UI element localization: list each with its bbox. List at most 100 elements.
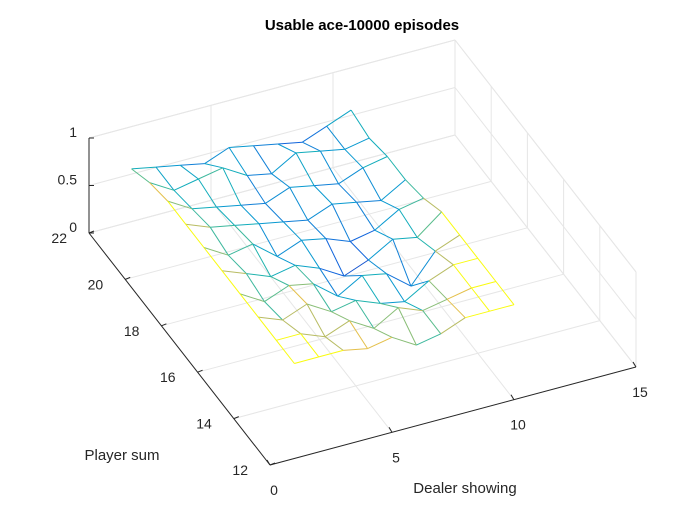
surface-mesh-segment [271,152,297,175]
x-tick-label: 15 [632,384,648,400]
axes-front-lines [88,137,637,466]
surface-mesh-segment [246,175,266,204]
surface-mesh-segment [264,285,290,303]
surface-mesh-segment [386,273,412,287]
surface-mesh-segment [300,333,320,358]
surface-mesh-segment [204,163,223,169]
surface-mesh-segment [326,125,346,150]
surface-mesh-segment [301,238,326,241]
surface-mesh-segment [234,223,260,226]
surface-mesh-segment [392,236,418,240]
surface-mesh-segment [288,285,308,305]
surface-mesh-segment [210,224,235,228]
surface-mesh-segment [277,143,297,154]
surface-mesh-segment [302,141,321,152]
x-tick-mark [266,459,271,466]
surface-mesh-segment [222,167,248,176]
y-tick-label: 12 [232,462,248,478]
y-tick-mark [161,323,167,327]
surface-mesh-segment [282,303,308,321]
floor-gridline-y [125,180,492,280]
surface-mesh-segment [203,247,223,272]
surface-mesh-segment [295,264,320,269]
surface-mesh-segment [312,283,332,312]
surface-mesh-segment [350,109,370,139]
surface-mesh-segment [410,250,436,287]
surface-mesh-segment [326,109,352,127]
surface-mesh-segment [453,257,478,266]
surface-mesh-segment [167,200,193,210]
y-axis-label: Player sum [84,447,159,464]
side-wall-gridline-z [454,87,637,320]
surface-mesh-segment [258,221,284,225]
floor-gridline-x [210,199,393,433]
x-axis-label: Dealer showing [413,480,516,497]
surface-mesh-segment [155,166,175,191]
surface-mesh-segment [368,137,388,157]
back-wall-gridline-z [88,39,456,139]
x-tick-mark [388,427,393,433]
surface-mesh-segment [276,239,302,257]
surface-mesh-segment [343,275,363,277]
surface-mesh-segment [247,173,272,176]
surface-mesh-segment [198,167,224,180]
surface-mesh-segment [495,281,515,306]
surface-mesh-segment [373,327,393,338]
surface-mesh-segment [216,206,235,226]
surface-mesh-segment [258,223,278,257]
surface-mesh-segment [180,163,205,166]
surface-mesh-segment [294,356,319,364]
surface-mesh-segment [295,150,321,154]
surface-mesh-segment [368,259,387,275]
surface-mesh-segment [391,336,417,346]
surface-mesh-segment [228,243,253,256]
surface-mesh-segment [131,168,150,183]
surface-mesh-segment [270,276,290,286]
surface-mesh-segment [318,349,344,358]
surface-mesh-segment [422,298,448,312]
surface-mesh-segment [471,287,490,312]
surface-mesh-segment [264,203,284,223]
surface-mesh-segment [282,319,302,335]
surface-mesh-segment [167,200,187,225]
surface-mesh-segment [240,202,266,206]
surface-mesh-segment [374,229,394,240]
y-tick-mark [233,416,239,420]
surface-mesh-segment [404,301,423,312]
surface-mesh-segment [471,281,497,289]
surface-mesh-segment [434,250,454,266]
surface-mesh-segment [441,211,461,236]
surface-mesh-segment [398,209,418,238]
surface-mesh-segment [392,239,412,287]
surface-mesh-segment [380,302,399,309]
surface-mesh-segment [239,293,265,303]
side-wall-gridline-z [454,134,637,368]
surface-mesh [131,109,515,364]
surface-mesh-segment [294,264,314,285]
surface-mesh-segment [338,167,364,185]
surface-mesh-segment [355,300,375,329]
surface-mesh-segment [227,254,247,274]
surface-mesh-segment [362,273,387,276]
surface-mesh-segment [477,257,497,282]
x-tick-label: 0 [270,482,278,498]
surface-mesh-segment [289,187,309,221]
y-tick-label: 14 [196,416,212,432]
surface-mesh-segment [313,283,338,297]
surface-mesh-segment [343,259,369,277]
surface-mesh-segment [428,280,448,300]
surface-mesh-segment [288,283,314,286]
surface-mesh-segment [331,203,351,242]
surface-mesh-segment [204,147,230,165]
surface-mesh-segment [185,223,205,248]
surface-mesh-segment [320,148,345,152]
z-tick-label: 0 [69,219,77,235]
surface-mesh-segment [397,307,417,346]
surface-mesh-segment [289,185,315,188]
surface-mesh-segment [257,316,277,341]
surface-mesh-segment [356,202,376,231]
y-tick-label: 18 [124,323,140,339]
surface-mesh-segment [222,167,242,206]
surface-mesh-segment [240,204,260,225]
